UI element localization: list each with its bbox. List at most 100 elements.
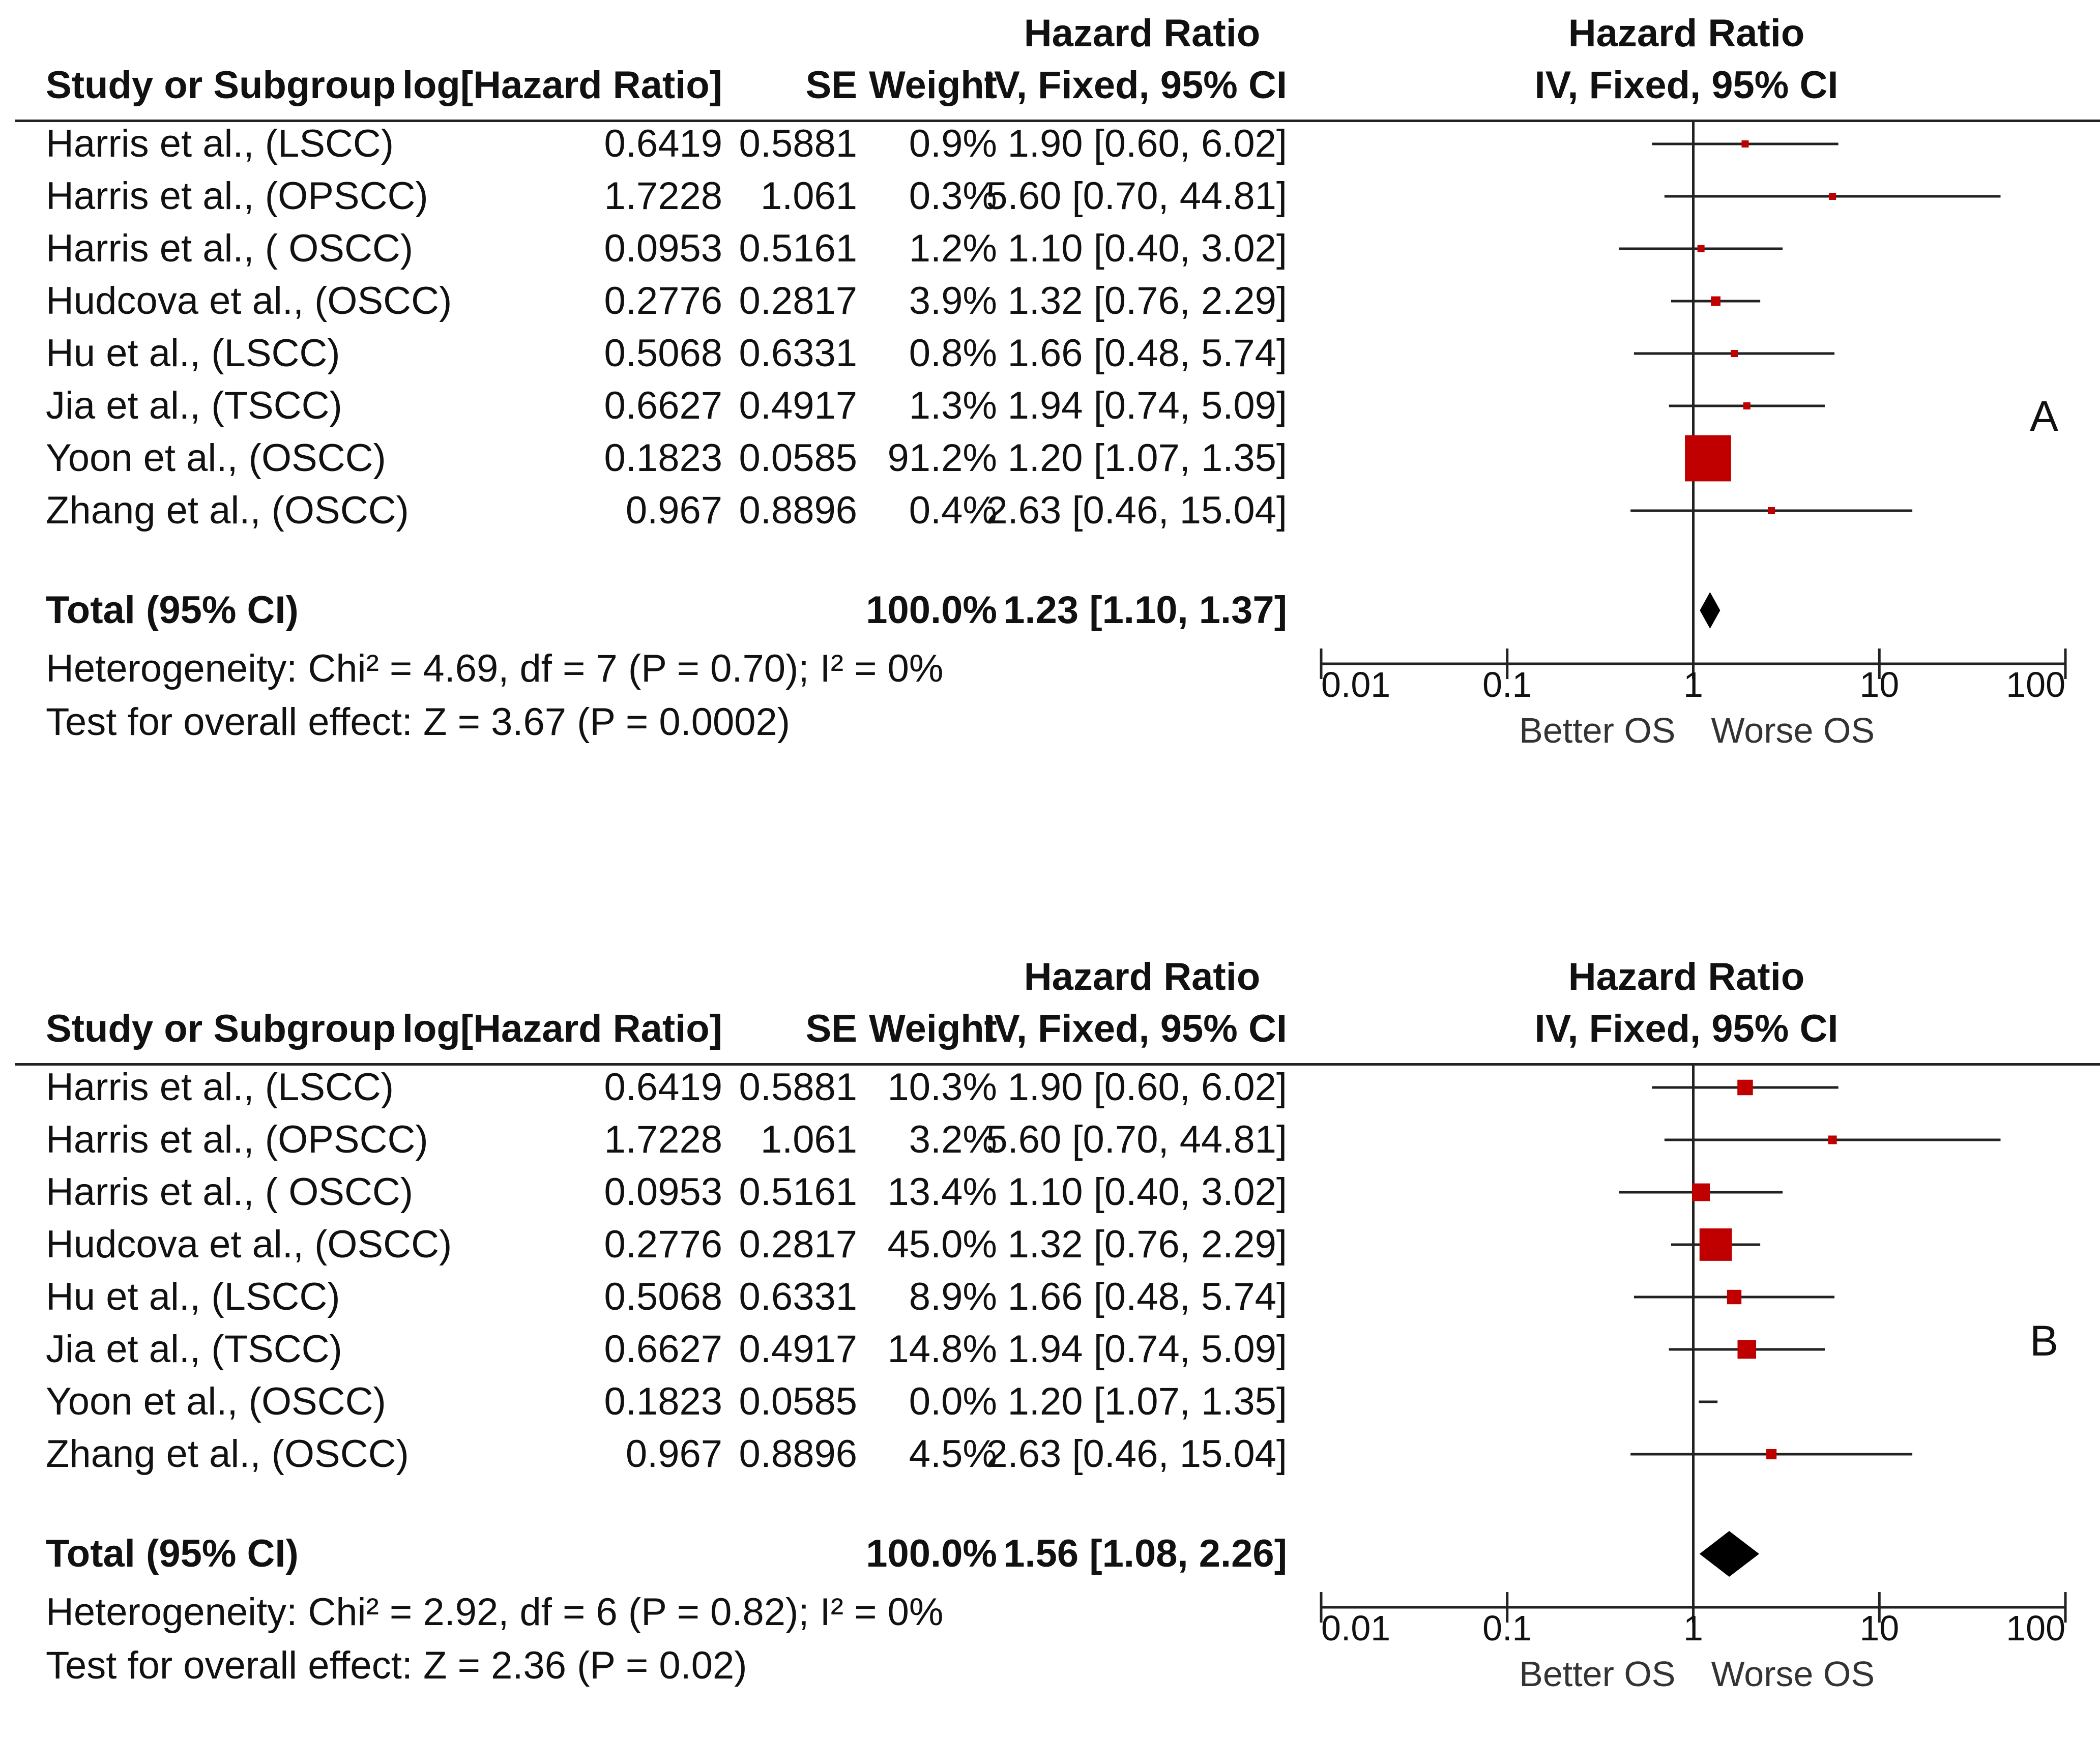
effect-marker [1741,140,1749,148]
effect-marker [1743,402,1751,409]
loghr-value: 0.967 [625,1432,722,1476]
weight-value: 91.2% [887,436,998,480]
forest-plot-svg: 0.01 0.1 1 10 100 Better OS Worse OS [1320,1063,2067,1694]
total-label: Total (95% CI) [46,588,299,632]
effect-marker [1692,1183,1710,1201]
header-divider [15,1063,2100,1066]
ci-value: 1.66 [0.48, 5.74] [1007,1275,1287,1318]
total-diamond [1700,592,1720,629]
x-tick-label: 10 [1859,665,1899,704]
weight-value: 0.4% [909,489,997,532]
weight-value: 10.3% [887,1066,998,1109]
study-name: Harris et al., (OPSCC) [46,1118,428,1161]
study-name: Zhang et al., (OSCC) [46,489,409,532]
x-tick-label: 10 [1859,1608,1899,1648]
se-column-header: SE [805,1007,857,1050]
weight-value: 0.0% [909,1380,997,1423]
ci-column-header: IV, Fixed, 95% CI [983,1007,1287,1050]
favours-right-label: Worse OS [1711,1654,1875,1694]
weight-value: 0.3% [909,174,997,218]
effect-marker [1737,1079,1753,1096]
ci-group-header: Hazard Ratio [1024,12,1261,55]
effect-marker [1828,1135,1837,1144]
study-name: Harris et al., (LSCC) [46,122,394,165]
x-tick-label: 1 [1683,1608,1703,1648]
ci-group-header: Hazard Ratio [1024,955,1261,998]
weight-column-header: Weight [869,1007,997,1050]
study-name: Jia et al., (TSCC) [46,1328,342,1371]
heterogeneity-text: Heterogeneity: Chi² = 2.92, df = 6 (P = … [46,1591,944,1634]
se-value: 0.0585 [739,436,857,480]
se-value: 0.4917 [739,1328,857,1371]
ci-value: 2.63 [0.46, 15.04] [986,1432,1287,1476]
effect-marker [1727,1289,1742,1305]
ci-value: 2.63 [0.46, 15.04] [986,489,1287,532]
weight-value: 3.2% [909,1118,997,1161]
header-divider [15,120,2100,122]
x-tick-label: 0.1 [1482,665,1532,704]
ci-value: 5.60 [0.70, 44.81] [986,174,1287,218]
study-name: Harris et al., (LSCC) [46,1066,394,1109]
weight-value: 45.0% [887,1223,998,1266]
loghr-value: 0.967 [625,489,722,532]
study-name: Jia et al., (TSCC) [46,384,342,427]
total-label: Total (95% CI) [46,1532,299,1575]
study-name: Yoon et al., (OSCC) [46,1380,386,1423]
ci-value: 1.94 [0.74, 5.09] [1007,384,1287,427]
weight-value: 1.3% [909,384,997,427]
loghr-value: 0.6419 [604,122,722,165]
x-tick-label: 0.1 [1482,1608,1532,1648]
effect-marker [1685,435,1731,482]
plot-group-header: Hazard Ratio [1568,12,1805,55]
loghr-value: 1.7228 [604,174,722,218]
se-column-header: SE [805,64,857,107]
loghr-value: 0.0953 [604,227,722,270]
effect-marker [1768,507,1775,514]
effect-marker [1699,1228,1732,1261]
x-tick-label: 0.01 [1321,665,1390,704]
plot-column-header: IV, Fixed, 95% CI [1534,1007,1839,1050]
total-weight: 100.0% [866,1532,997,1575]
total-ci: 1.56 [1.08, 2.26] [1003,1532,1287,1575]
se-value: 1.061 [760,1118,857,1161]
se-value: 0.2817 [739,279,857,322]
forest-plot-panel-b: Hazard Ratio Hazard Ratio Study or Subgrou… [0,944,2100,1737]
loghr-value: 0.2776 [604,279,722,322]
plot-group-header: Hazard Ratio [1568,955,1805,998]
study-column-header: Study or Subgroup [46,64,396,107]
study-name: Harris et al., (OPSCC) [46,174,428,218]
ci-column-header: IV, Fixed, 95% CI [983,64,1287,107]
effect-marker [1711,296,1720,306]
loghr-column-header: log[Hazard Ratio] [402,64,722,107]
loghr-value: 0.1823 [604,1380,722,1423]
weight-value: 13.4% [887,1170,998,1214]
overall-effect-text: Test for overall effect: Z = 3.67 (P = 0… [46,700,791,744]
study-name: Hudcova et al., (OSCC) [46,279,452,322]
total-diamond [1699,1531,1760,1577]
x-tick-label: 1 [1683,665,1703,704]
plot-column-header: IV, Fixed, 95% CI [1534,64,1839,107]
se-value: 0.6331 [739,332,857,375]
loghr-column-header: log[Hazard Ratio] [402,1007,722,1050]
study-name: Hu et al., (LSCC) [46,332,340,375]
ci-value: 1.90 [0.60, 6.02] [1007,122,1287,165]
loghr-value: 0.2776 [604,1223,722,1266]
study-name: Hu et al., (LSCC) [46,1275,340,1318]
loghr-value: 1.7228 [604,1118,722,1161]
effect-marker [1737,1340,1757,1359]
ci-value: 1.90 [0.60, 6.02] [1007,1066,1287,1109]
study-column-header: Study or Subgroup [46,1007,396,1050]
favours-left-label: Better OS [1519,711,1675,750]
ci-value: 1.10 [0.40, 3.02] [1007,1170,1287,1214]
weight-column-header: Weight [869,64,997,107]
se-value: 1.061 [760,174,857,218]
weight-value: 1.2% [909,227,997,270]
se-value: 0.5161 [739,1170,857,1214]
ci-value: 1.66 [0.48, 5.74] [1007,332,1287,375]
ci-value: 1.10 [0.40, 3.02] [1007,227,1287,270]
weight-value: 0.8% [909,332,997,375]
x-tick-label: 100 [2006,665,2065,704]
overall-effect-text: Test for overall effect: Z = 2.36 (P = 0… [46,1644,747,1687]
weight-value: 3.9% [909,279,997,322]
loghr-value: 0.0953 [604,1170,722,1214]
